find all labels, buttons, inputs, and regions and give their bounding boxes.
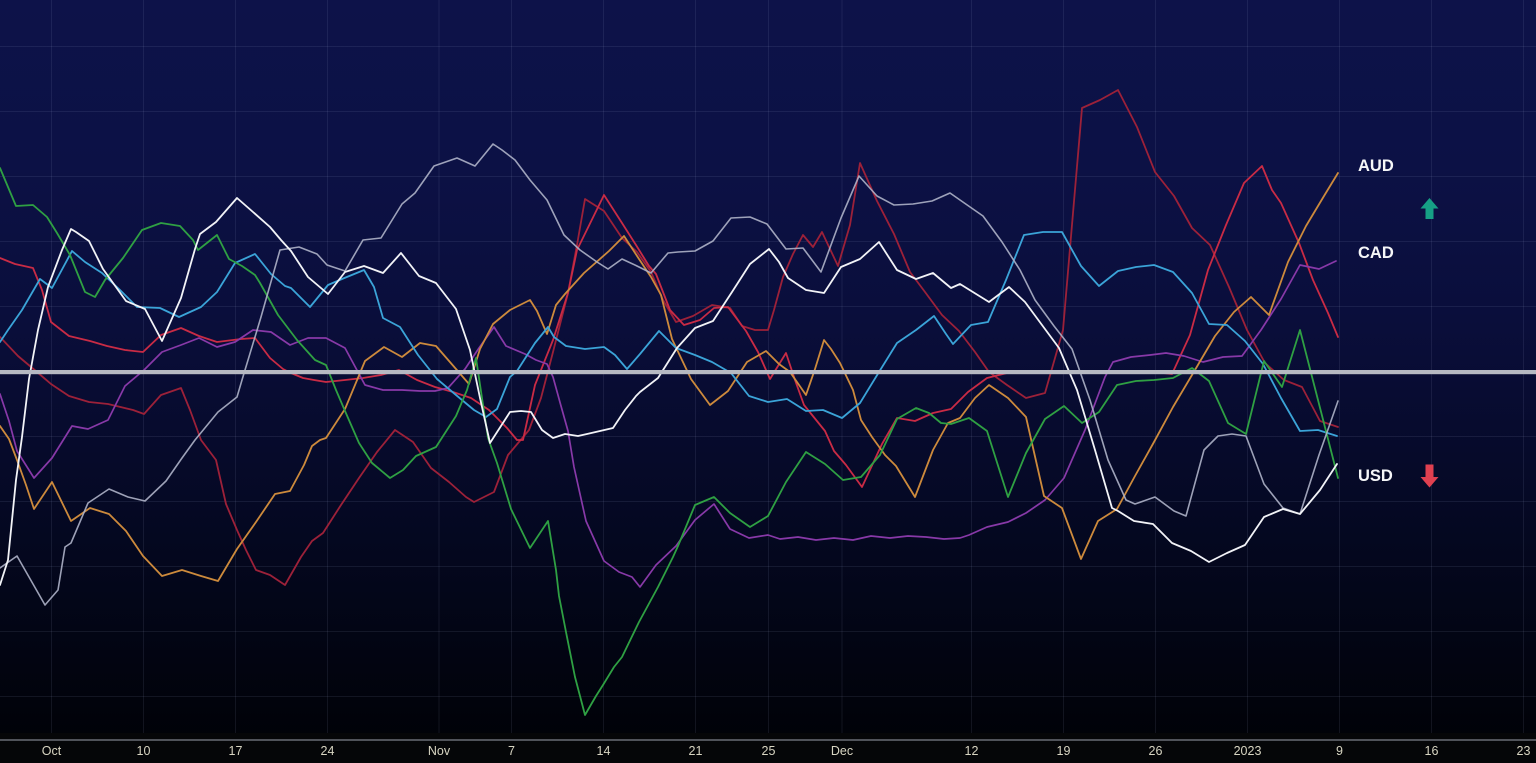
- svg-text:CAD: CAD: [1358, 244, 1394, 262]
- svg-text:7: 7: [508, 744, 515, 758]
- svg-text:10: 10: [137, 744, 151, 758]
- svg-text:23: 23: [1517, 744, 1531, 758]
- svg-text:Oct: Oct: [42, 744, 62, 758]
- svg-text:25: 25: [762, 744, 776, 758]
- svg-text:19: 19: [1057, 744, 1071, 758]
- svg-text:USD: USD: [1358, 467, 1393, 485]
- svg-text:24: 24: [321, 744, 335, 758]
- svg-text:17: 17: [229, 744, 243, 758]
- svg-text:Nov: Nov: [428, 744, 451, 758]
- svg-text:AUD: AUD: [1358, 157, 1394, 175]
- svg-text:21: 21: [689, 744, 703, 758]
- svg-text:16: 16: [1425, 744, 1439, 758]
- svg-text:Dec: Dec: [831, 744, 853, 758]
- svg-text:2023: 2023: [1234, 744, 1262, 758]
- svg-text:14: 14: [597, 744, 611, 758]
- svg-text:9: 9: [1336, 744, 1343, 758]
- svg-text:12: 12: [965, 744, 979, 758]
- svg-text:26: 26: [1149, 744, 1163, 758]
